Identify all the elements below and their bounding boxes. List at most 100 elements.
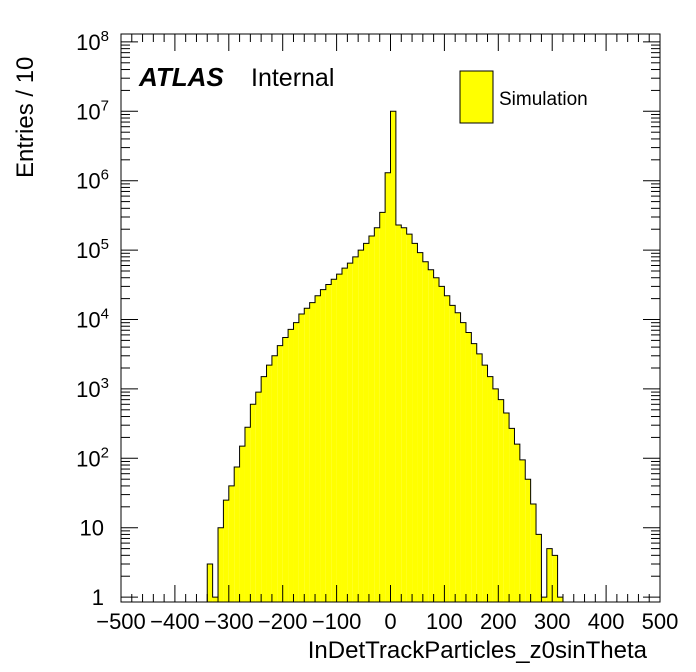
y-tick-label: 104 xyxy=(76,306,109,333)
histogram-bar xyxy=(471,343,477,602)
histogram-bar xyxy=(341,268,348,602)
x-tick-label: −500 xyxy=(96,609,146,634)
x-tick-label: 100 xyxy=(426,609,463,634)
histogram-bar xyxy=(460,322,466,602)
histogram-bar xyxy=(465,332,472,602)
histogram-bar xyxy=(244,427,251,602)
histogram-bar xyxy=(271,355,278,602)
histogram-bar xyxy=(412,243,418,602)
histogram-bar xyxy=(212,597,219,602)
histogram-bar xyxy=(536,534,542,602)
histogram-bar xyxy=(347,263,353,602)
x-tick-label: −400 xyxy=(150,609,200,634)
histogram-bar xyxy=(304,308,310,602)
histogram-bar xyxy=(444,295,450,602)
histogram-bar xyxy=(218,527,224,602)
histogram-bar xyxy=(487,376,493,602)
histogram-bar xyxy=(223,500,229,602)
histogram-bar xyxy=(525,479,531,602)
y-tick-label: 1 xyxy=(92,585,104,610)
internal-label: Internal xyxy=(251,64,334,92)
histogram-bar xyxy=(282,337,289,602)
histogram-bars xyxy=(207,111,563,603)
x-tick-label: 500 xyxy=(642,609,679,634)
histogram-bar xyxy=(298,314,305,602)
y-axis-ticks xyxy=(121,41,660,598)
histogram-outline xyxy=(206,110,580,603)
histogram-bar xyxy=(514,444,520,602)
histogram-bar xyxy=(546,548,553,602)
histogram-bar xyxy=(234,466,240,602)
atlas-label: ATLAS xyxy=(138,62,224,92)
legend-label: Simulation xyxy=(499,89,588,110)
histogram-bar xyxy=(331,279,337,602)
histogram-bar xyxy=(417,252,423,602)
histogram-bar xyxy=(207,563,213,602)
x-axis-ticks xyxy=(120,34,661,602)
histogram-bar xyxy=(261,376,267,602)
histogram-bar xyxy=(519,459,526,602)
histogram-bar xyxy=(509,428,515,602)
y-axis-label: Entries / 10 xyxy=(12,57,39,178)
histogram-bar xyxy=(385,172,391,603)
histogram-bar xyxy=(406,234,413,603)
x-tick-label: 400 xyxy=(588,609,625,634)
x-axis-label: InDetTrackParticles_z0sinTheta xyxy=(308,637,648,664)
histogram-bar xyxy=(239,446,245,602)
histogram-bar xyxy=(492,388,499,602)
x-tick-label: 0 xyxy=(384,609,396,634)
histogram-bar xyxy=(503,412,510,602)
histogram-bar xyxy=(255,392,262,602)
legend-swatch xyxy=(459,70,494,124)
histogram-bar xyxy=(325,284,332,602)
histogram-bar xyxy=(401,227,407,603)
histogram-bar xyxy=(293,322,299,602)
y-tick-label: 108 xyxy=(76,28,109,55)
histogram-bar xyxy=(309,302,316,602)
histogram-bar xyxy=(498,399,504,602)
y-tick-label: 10 xyxy=(80,516,104,541)
histogram-bar xyxy=(374,227,380,603)
y-tick-label: 106 xyxy=(76,167,109,194)
histogram-bar xyxy=(277,345,283,602)
histogram-bar xyxy=(433,277,440,602)
histogram-bar xyxy=(390,111,396,602)
x-tick-label: 200 xyxy=(480,609,517,634)
x-axis-tick-labels: −500 −400 −300 −200 −100 0 100 200 300 400 500 xyxy=(96,609,678,634)
x-tick-label: −200 xyxy=(258,609,308,634)
histogram-bar xyxy=(379,212,386,602)
histogram-bar xyxy=(352,256,359,602)
y-axis-tick-labels: 1 10 102 103 104 105 106 107 108 xyxy=(76,28,109,610)
histogram-bar xyxy=(288,329,294,602)
x-tick-label: 300 xyxy=(534,609,571,634)
x-tick-label: −300 xyxy=(204,609,254,634)
histogram-bar xyxy=(363,243,369,602)
histogram-bar xyxy=(541,597,547,602)
histogram-bar xyxy=(395,225,402,602)
histogram-bar xyxy=(228,485,235,602)
y-tick-label: 103 xyxy=(76,375,109,402)
histogram-bar xyxy=(530,503,537,602)
histogram-bar xyxy=(422,261,429,602)
histogram-bar xyxy=(336,274,342,602)
histogram-bar xyxy=(557,597,563,602)
x-tick-label: −100 xyxy=(312,609,362,634)
histogram-bar xyxy=(455,312,461,602)
histogram-bar xyxy=(439,286,445,602)
histogram-bar xyxy=(449,305,456,602)
y-tick-label: 105 xyxy=(76,236,109,263)
histogram-bar xyxy=(358,250,364,603)
histogram-bar xyxy=(476,353,483,602)
histogram-bar xyxy=(552,555,558,602)
histogram-bar xyxy=(250,404,256,602)
histogram-bar xyxy=(315,295,321,602)
y-tick-label: 107 xyxy=(76,97,109,124)
y-tick-label: 102 xyxy=(76,444,109,471)
histogram-bar xyxy=(320,289,326,602)
legend: Simulation xyxy=(459,70,588,124)
histogram-bar xyxy=(482,365,488,602)
histogram-bar xyxy=(368,235,375,602)
histogram-bar xyxy=(428,269,434,602)
histogram-bar xyxy=(266,365,272,602)
